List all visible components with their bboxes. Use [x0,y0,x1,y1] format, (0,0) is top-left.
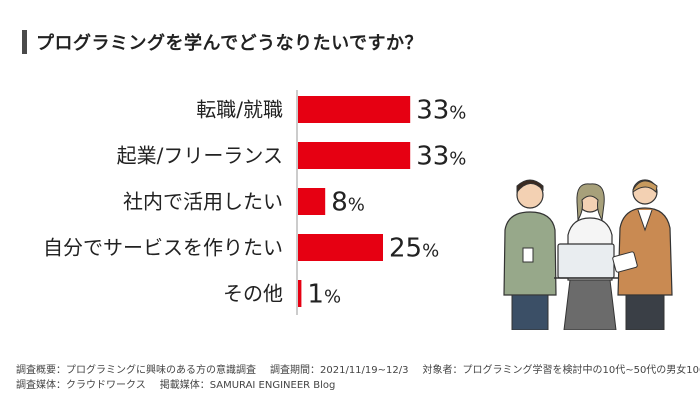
survey-target: 対象者：プログラミング学習を検討中の10代~50代の男女100名 [422,365,700,376]
value-label: 25% [389,234,439,264]
person-left-icon [503,179,557,330]
category-label: 社内で活用したい [123,190,283,214]
bar [298,96,411,123]
value-label: 8% [331,188,365,218]
bar [298,142,411,169]
bar [298,188,326,215]
footer-line-2: 調査媒体：クラウドワークス 掲載媒体：SAMURAI ENGINEER Blog [16,378,700,393]
category-label: その他 [223,282,283,306]
value-label: 33% [416,142,466,172]
value-label: 33% [416,96,466,126]
category-label: 起業/フリーランス [117,144,283,168]
category-label: 自分でサービスを作りたい [43,236,283,260]
chart-title: プログラミングを学んでどうなりたいですか？ [36,33,424,54]
person-right-icon [612,179,673,330]
publication-medium: 掲載媒体：SAMURAI ENGINEER Blog [159,380,336,391]
footer-line-1: 調査概要：プログラミングに興味のある方の意識調査 調査期間：2021/11/19~… [16,363,700,378]
three-people-with-laptop-illustration [503,179,673,330]
value-label: 1% [307,280,341,310]
person-middle-icon [554,183,618,330]
category-label: 転職/就職 [196,98,283,122]
bar [298,234,383,261]
bar-chart: 転職/就職 33% 起業/フリーランス 33% 社内で活用したい 8% 自分でサービスを作り… [43,90,466,315]
survey-summary: 調査概要：プログラミングに興味のある方の意識調査 [16,365,256,376]
title-accent-bar [22,30,27,54]
survey-medium: 調査媒体：クラウドワークス [16,380,146,391]
survey-period: 調査期間：2021/11/19~12/3 [270,365,409,376]
bar [298,280,302,307]
survey-footer: 調査概要：プログラミングに興味のある方の意識調査 調査期間：2021/11/19~… [16,363,700,393]
